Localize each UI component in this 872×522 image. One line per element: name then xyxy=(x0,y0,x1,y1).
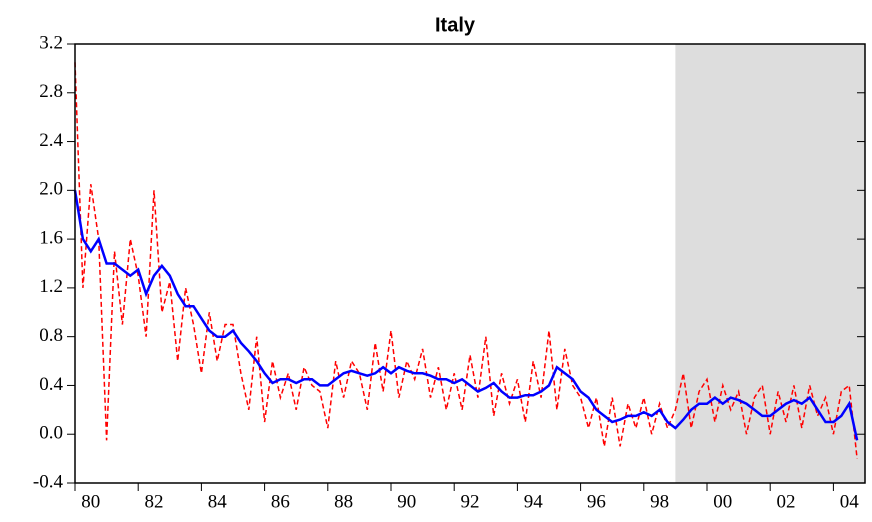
x-tick-label: 82 xyxy=(145,491,164,512)
x-tick-label: 00 xyxy=(713,491,732,512)
plot-frame xyxy=(74,43,866,484)
y-tick-label: 1.6 xyxy=(39,227,63,248)
x-tick-label: 84 xyxy=(208,491,228,512)
y-tick-label: 1.2 xyxy=(39,276,63,297)
y-tick-label: 2.0 xyxy=(39,179,63,200)
x-tick-label: 90 xyxy=(397,491,416,512)
x-tick-label: 92 xyxy=(461,491,480,512)
y-tick-label: 0.8 xyxy=(39,325,63,346)
x-tick-label: 96 xyxy=(587,491,606,512)
x-tick-label: 86 xyxy=(271,491,290,512)
shaded-region xyxy=(675,44,865,483)
x-tick-label: 04 xyxy=(840,491,860,512)
chart-title: Italy xyxy=(435,14,476,36)
y-tick-label: -0.4 xyxy=(33,471,64,492)
x-tick-label: 02 xyxy=(777,491,796,512)
y-tick-label: 0.4 xyxy=(39,374,63,395)
y-tick-label: 2.8 xyxy=(39,81,63,102)
x-tick-label: 94 xyxy=(524,491,544,512)
y-tick-label: 0.0 xyxy=(39,423,63,444)
x-tick-label: 80 xyxy=(81,491,100,512)
x-tick-label: 98 xyxy=(650,491,669,512)
y-tick-label: 2.4 xyxy=(39,130,63,151)
y-tick-label: 3.2 xyxy=(39,32,63,53)
series-line xyxy=(73,190,859,441)
x-tick-label: 88 xyxy=(334,491,353,512)
